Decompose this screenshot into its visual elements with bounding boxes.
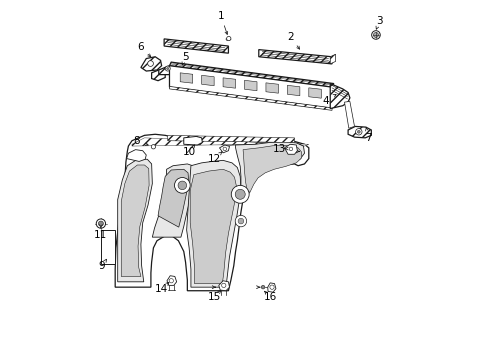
Text: 14: 14 [155, 284, 168, 294]
Polygon shape [258, 50, 331, 64]
Polygon shape [329, 54, 335, 64]
Circle shape [96, 219, 105, 228]
Circle shape [371, 31, 380, 39]
Polygon shape [225, 38, 230, 40]
Polygon shape [159, 65, 176, 75]
Circle shape [235, 215, 246, 227]
Text: 5: 5 [182, 52, 188, 62]
Text: 1: 1 [217, 11, 224, 21]
Text: 2: 2 [287, 32, 294, 42]
Polygon shape [265, 83, 278, 93]
Circle shape [169, 279, 173, 283]
Circle shape [261, 285, 264, 289]
Text: 9: 9 [98, 261, 105, 271]
Polygon shape [180, 73, 192, 83]
Circle shape [165, 66, 170, 71]
Circle shape [231, 185, 248, 203]
Text: 3: 3 [375, 16, 382, 26]
Polygon shape [201, 75, 214, 86]
Bar [101, 230, 115, 264]
Polygon shape [151, 70, 165, 81]
Polygon shape [284, 144, 297, 154]
Text: 8: 8 [133, 136, 140, 146]
Polygon shape [218, 281, 229, 291]
Polygon shape [267, 283, 275, 292]
Polygon shape [152, 164, 194, 237]
Polygon shape [308, 88, 321, 98]
Circle shape [235, 189, 244, 199]
Polygon shape [126, 150, 146, 161]
Polygon shape [167, 135, 294, 143]
Polygon shape [115, 134, 308, 291]
Text: 6: 6 [137, 42, 143, 52]
Polygon shape [344, 102, 354, 128]
Circle shape [373, 32, 378, 37]
Circle shape [174, 177, 190, 193]
Circle shape [221, 283, 225, 288]
Circle shape [223, 147, 226, 151]
Circle shape [147, 61, 153, 66]
Polygon shape [347, 126, 370, 138]
Polygon shape [287, 85, 299, 96]
Text: 4: 4 [322, 96, 328, 106]
Polygon shape [166, 276, 176, 285]
Text: 11: 11 [94, 230, 107, 240]
Text: 16: 16 [263, 292, 276, 302]
Circle shape [355, 129, 361, 135]
Polygon shape [121, 165, 149, 276]
Circle shape [238, 218, 244, 224]
Text: 15: 15 [207, 292, 220, 302]
Polygon shape [118, 159, 152, 282]
Polygon shape [223, 78, 235, 88]
Polygon shape [190, 169, 236, 284]
Polygon shape [235, 142, 304, 196]
Circle shape [288, 147, 292, 151]
Polygon shape [219, 145, 229, 153]
Circle shape [178, 181, 186, 190]
Polygon shape [158, 169, 188, 227]
Circle shape [226, 36, 230, 41]
Polygon shape [186, 160, 241, 287]
Polygon shape [183, 136, 202, 145]
Polygon shape [141, 57, 162, 71]
Text: 12: 12 [207, 154, 220, 164]
Polygon shape [244, 80, 257, 91]
Polygon shape [132, 138, 308, 146]
Polygon shape [164, 39, 228, 53]
Polygon shape [243, 146, 301, 193]
Polygon shape [169, 66, 331, 109]
Polygon shape [329, 84, 349, 109]
Circle shape [269, 285, 274, 289]
Circle shape [151, 145, 155, 149]
Circle shape [98, 221, 103, 226]
Text: 10: 10 [182, 147, 195, 157]
Polygon shape [169, 86, 331, 111]
Circle shape [166, 67, 168, 69]
Text: 13: 13 [272, 144, 285, 154]
Polygon shape [169, 62, 333, 87]
Circle shape [357, 130, 360, 133]
Text: 7: 7 [365, 133, 371, 143]
